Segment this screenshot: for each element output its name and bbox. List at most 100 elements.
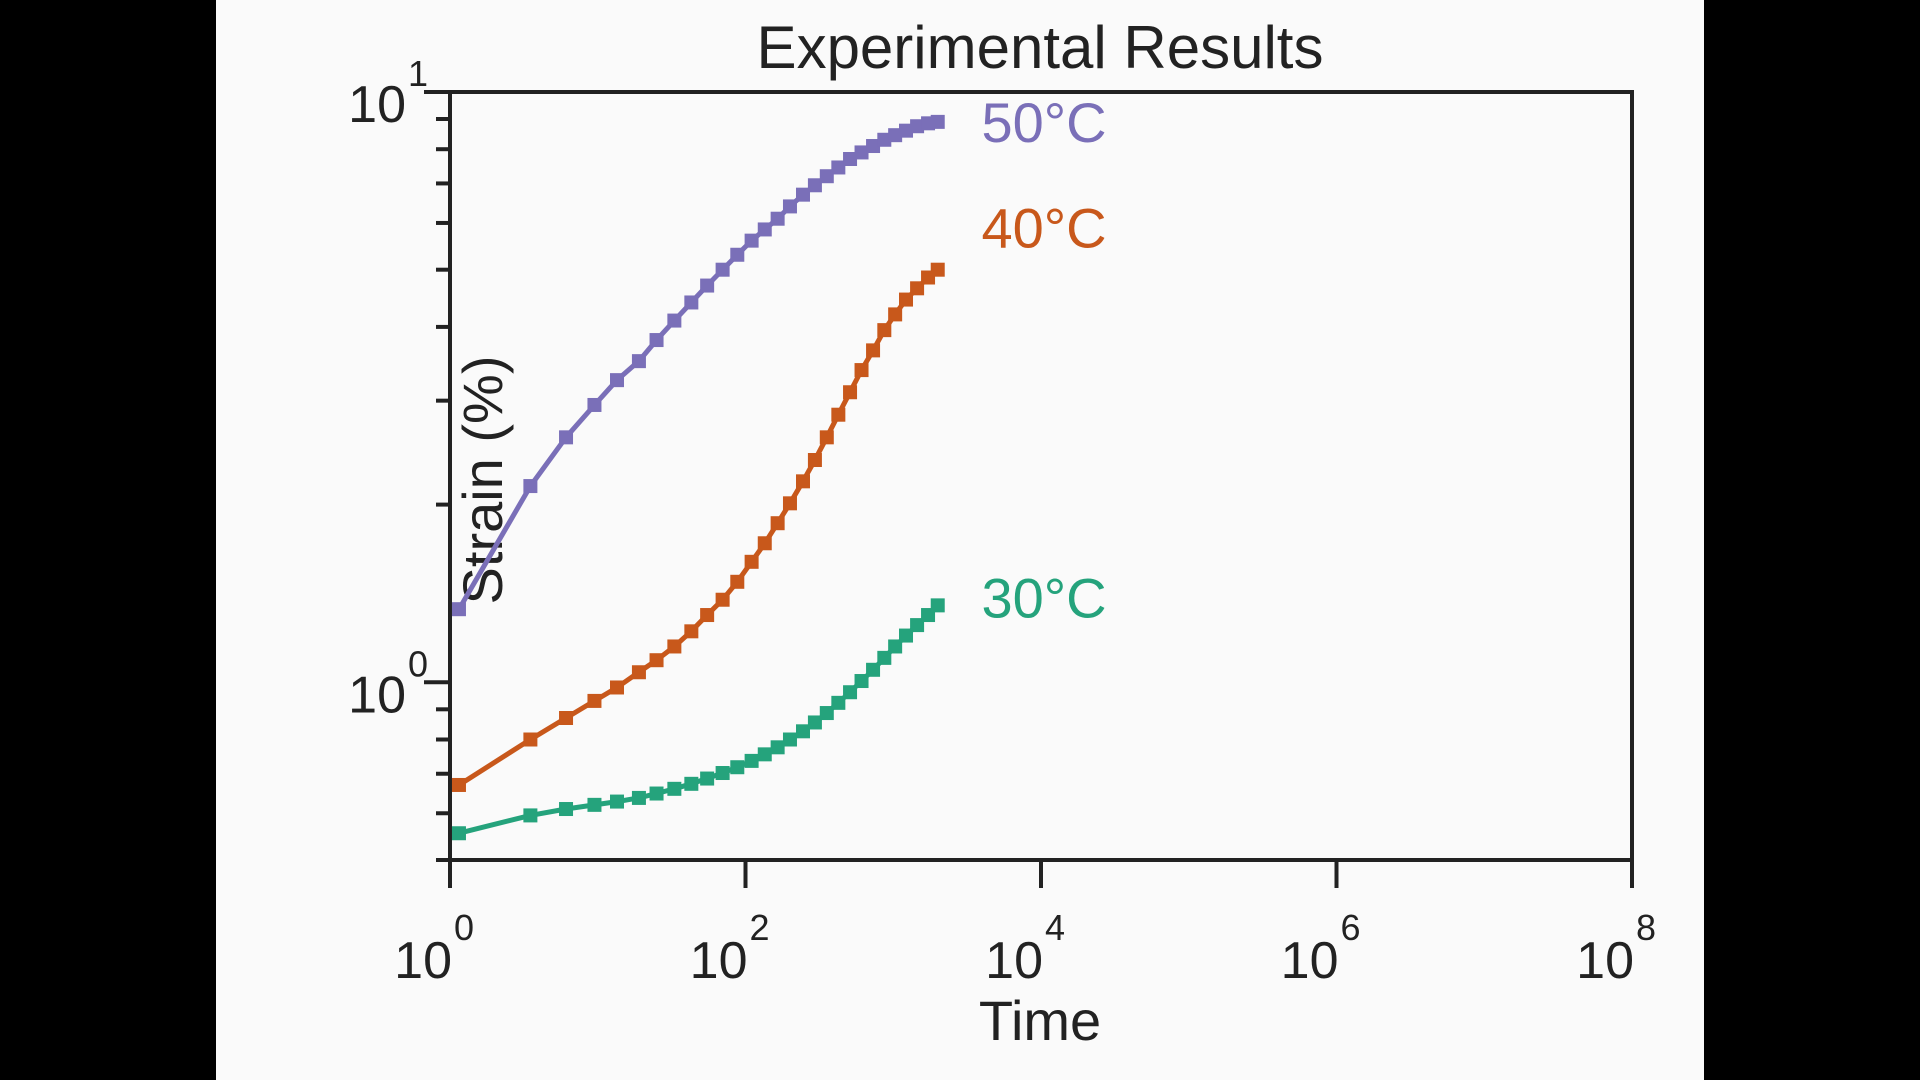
data-point [770, 211, 785, 226]
data-point [730, 574, 745, 589]
x-tick-exponent: 4 [1045, 907, 1065, 948]
data-point [888, 128, 903, 143]
data-point [807, 715, 822, 730]
data-point [667, 781, 682, 796]
y-tick-label: 10 [348, 666, 406, 724]
data-point [610, 794, 625, 809]
data-point [667, 313, 682, 328]
x-tick-label: 10 [1281, 932, 1339, 990]
data-point [523, 808, 538, 823]
data-point [899, 628, 914, 643]
x-tick-label: 10 [985, 932, 1043, 990]
data-point [649, 653, 664, 668]
x-tick-label: 10 [690, 932, 748, 990]
chart: Experimental Results Strain (%) Time 100… [348, 14, 1656, 1052]
data-point [770, 516, 785, 531]
series-label: 30°C [981, 566, 1106, 629]
data-point [843, 385, 858, 400]
data-point [757, 222, 772, 237]
data-point [782, 199, 797, 214]
data-point [559, 711, 574, 726]
data-point [866, 343, 881, 358]
data-point [559, 802, 574, 817]
data-point [451, 602, 466, 617]
data-point [684, 295, 699, 310]
data-point [831, 695, 846, 710]
data-point [715, 766, 730, 781]
data-point [782, 496, 797, 511]
series-line [457, 267, 940, 788]
data-point [631, 665, 646, 680]
y-tick-label: 10 [348, 76, 406, 134]
data-point [866, 662, 881, 677]
data-point [649, 333, 664, 348]
data-point [782, 732, 797, 747]
data-point [910, 618, 925, 633]
data-point [523, 732, 538, 747]
data-point [877, 132, 892, 147]
data-point [744, 753, 759, 768]
data-point [700, 771, 715, 786]
data-point [587, 693, 602, 708]
data-point [631, 790, 646, 805]
data-point [877, 323, 892, 338]
data-point [819, 169, 834, 184]
data-point [831, 160, 846, 175]
data-point [744, 233, 759, 248]
series-label: 50°C [981, 91, 1106, 154]
x-tick-exponent: 8 [1636, 907, 1656, 948]
data-point [667, 639, 682, 654]
data-point [843, 685, 858, 700]
data-point [649, 786, 664, 801]
data-point [610, 373, 625, 388]
x-tick-label: 10 [1576, 932, 1634, 990]
chart-title: Experimental Results [757, 14, 1324, 81]
data-point [715, 592, 730, 607]
data-point [451, 777, 466, 792]
data-point [866, 139, 881, 154]
series-layer [451, 114, 945, 841]
data-point [795, 187, 810, 202]
data-point [795, 724, 810, 739]
x-axis-label: Time [979, 989, 1101, 1052]
series-1 [451, 262, 945, 792]
data-point [854, 674, 869, 689]
data-point [899, 123, 914, 138]
data-point [854, 363, 869, 378]
data-point [559, 430, 574, 445]
y-tick-exponent: 0 [408, 643, 428, 684]
data-point [684, 624, 699, 639]
data-point [888, 639, 903, 654]
data-point [451, 826, 466, 841]
y-tick-exponent: 1 [408, 53, 428, 94]
data-point [854, 145, 869, 160]
data-point [757, 747, 772, 762]
data-point [757, 536, 772, 551]
series-labels: 50°C 40°C 30°C [981, 91, 1106, 629]
series-line [458, 603, 940, 836]
data-point [888, 307, 903, 322]
data-point [770, 740, 785, 755]
data-point [700, 278, 715, 293]
data-point [523, 479, 538, 494]
x-tick-label: 10 [394, 932, 452, 990]
y-axis-label: Strain (%) [451, 356, 514, 605]
data-point [587, 397, 602, 412]
data-point [930, 262, 945, 277]
data-point [819, 706, 834, 721]
data-point [910, 119, 925, 134]
data-point [610, 680, 625, 695]
data-point [910, 281, 925, 296]
data-point [877, 650, 892, 665]
data-point [819, 430, 834, 445]
data-point [807, 178, 822, 193]
data-point [715, 262, 730, 277]
series-2 [451, 598, 945, 841]
x-tick-exponent: 2 [750, 907, 770, 948]
data-point [930, 598, 945, 613]
data-point [587, 797, 602, 812]
x-tick-exponent: 6 [1341, 907, 1361, 948]
chart-frame: Experimental Results Strain (%) Time 10 0… [216, 0, 1704, 1080]
